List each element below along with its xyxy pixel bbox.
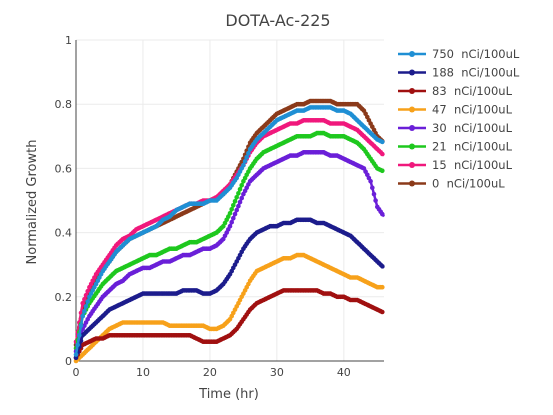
data-point	[380, 151, 385, 157]
legend-label: 750 nCi/100uL	[432, 47, 520, 61]
legend-swatch-marker	[409, 51, 415, 57]
data-point	[244, 154, 249, 160]
legend-swatch-marker	[409, 162, 415, 168]
data-point	[227, 211, 233, 216]
y-axis-title: Normalized Growth	[25, 140, 40, 265]
legend-item[interactable]: 0 nCi/100uL	[398, 177, 505, 191]
data-point	[234, 207, 239, 213]
legend-swatch-marker	[409, 69, 415, 76]
data-point	[380, 309, 385, 315]
data-point	[241, 162, 246, 168]
data-point	[239, 195, 244, 201]
data-point	[73, 352, 79, 357]
data-point	[239, 183, 244, 188]
data-point	[370, 185, 375, 190]
legend-item[interactable]: 47 nCi/100uL	[398, 103, 513, 117]
x-tick-label: 20	[203, 366, 217, 379]
data-point	[229, 219, 234, 225]
data-point	[83, 304, 89, 309]
legend-label: 30 nCi/100uL	[432, 121, 513, 135]
data-point	[73, 355, 79, 361]
series-3	[73, 252, 385, 364]
chart-title: DOTA-Ac-225	[225, 11, 330, 30]
data-point	[231, 203, 236, 208]
data-point	[232, 199, 238, 204]
legend-label: 83 nCi/100uL	[432, 84, 513, 98]
legend-swatch-marker	[409, 180, 415, 187]
y-tick-label: 0.4	[55, 227, 73, 240]
y-tick-label: 0.2	[55, 291, 73, 304]
data-point	[373, 198, 378, 203]
series-1	[73, 217, 385, 361]
data-point	[236, 191, 241, 196]
data-point	[82, 296, 87, 302]
legend-swatch-marker	[409, 88, 415, 94]
legend-item[interactable]: 15 nCi/100uL	[398, 158, 513, 172]
data-point	[77, 333, 82, 338]
data-point	[82, 308, 87, 314]
data-point	[380, 211, 385, 217]
series-4	[73, 150, 386, 354]
axes: 00.20.40.60.810 10 20 30 40	[55, 34, 384, 379]
legend-label: 21 nCi/100uL	[432, 140, 513, 154]
y-tick-label: 0	[65, 355, 72, 368]
y-tick-label: 0.8	[55, 98, 73, 111]
legend-label: 15 nCi/100uL	[432, 158, 513, 172]
x-tick-label: 0	[73, 366, 80, 379]
data-point	[380, 168, 385, 174]
data-point	[236, 203, 241, 209]
data-point	[234, 195, 239, 200]
data-point	[85, 299, 90, 304]
x-axis-title: Time (hr)	[198, 387, 259, 402]
series-2	[73, 288, 385, 361]
data-point	[227, 223, 233, 229]
legend-label: 188 nCi/100uL	[432, 66, 520, 80]
y-tick-label: 1	[65, 34, 72, 47]
data-point	[380, 284, 385, 290]
data-point	[371, 191, 377, 197]
data-point	[237, 199, 243, 205]
legend-item[interactable]: 750 nCi/100uL	[398, 47, 520, 61]
data-point	[80, 313, 85, 319]
legend-item[interactable]: 21 nCi/100uL	[398, 140, 513, 154]
data-point	[78, 323, 84, 329]
legend-label: 47 nCi/100uL	[432, 103, 513, 117]
data-point	[380, 139, 385, 145]
data-point	[232, 211, 238, 217]
grid-lines	[75, 39, 384, 362]
x-tick-label: 30	[270, 366, 284, 379]
legend-item[interactable]: 30 nCi/100uL	[398, 121, 513, 135]
legend[interactable]: 750 nCi/100uL 188 nCi/100uL 83 nCi/100uL 47…	[398, 47, 520, 191]
data-point	[242, 158, 248, 164]
data-point	[80, 300, 85, 306]
x-tick-label: 10	[136, 366, 150, 379]
series-lines	[73, 98, 386, 364]
y-tick-label: 0.6	[55, 162, 73, 175]
x-tick-label: 40	[337, 366, 351, 379]
legend-item[interactable]: 188 nCi/100uL	[398, 66, 520, 80]
legend-item[interactable]: 83 nCi/100uL	[398, 84, 513, 98]
data-point	[380, 264, 385, 269]
data-point	[368, 178, 373, 184]
legend-label: 0 nCi/100uL	[432, 177, 505, 191]
legend-swatch-marker	[409, 106, 415, 113]
series-0	[73, 105, 385, 357]
data-point	[231, 215, 236, 221]
data-point	[237, 187, 243, 192]
data-point	[75, 342, 80, 348]
series-5	[73, 130, 385, 351]
data-point	[246, 150, 251, 156]
data-point	[85, 288, 90, 294]
data-point	[229, 207, 234, 212]
legend-swatch-marker	[409, 143, 415, 150]
data-point	[78, 338, 84, 344]
legend-swatch-marker	[409, 125, 415, 131]
